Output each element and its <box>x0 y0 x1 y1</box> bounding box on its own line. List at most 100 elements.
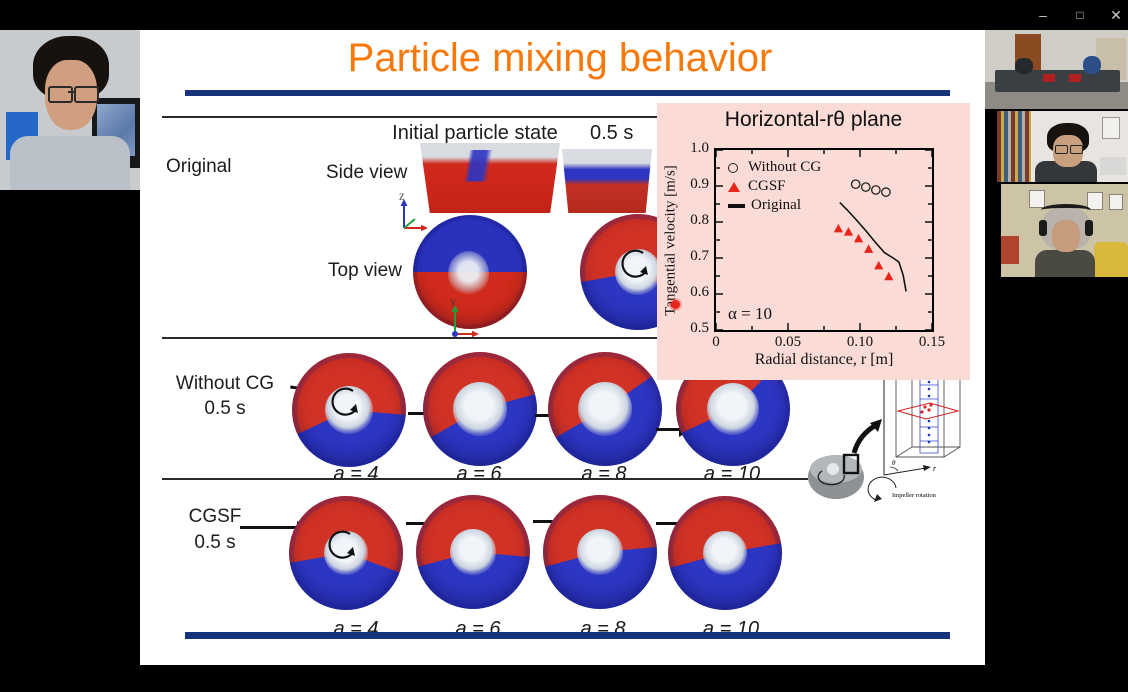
bottom-bar <box>185 632 950 639</box>
legend-label: Original <box>751 197 801 213</box>
glasses-bridge <box>68 91 75 93</box>
without-cg-label: Without CG <box>175 373 275 394</box>
top-view-label: Top view <box>328 260 402 281</box>
chart-xlabel: Radial distance, r [m] <box>754 351 894 368</box>
xyz-axis-icon-side: Z <box>399 192 428 232</box>
top-view-initial-image <box>413 215 527 329</box>
picture-frame <box>1109 194 1123 210</box>
cgsf-label: CGSF <box>188 506 242 527</box>
chart-title: Horizontal-rθ plane <box>724 108 903 131</box>
laser-pointer-dot <box>671 300 680 309</box>
xyz-axis-icon-top: Y <box>450 298 479 338</box>
separator-line-1 <box>162 116 808 118</box>
triangle-marker-icon <box>728 181 740 192</box>
initial-state-label: Initial particle state <box>392 122 558 144</box>
alpha-annotation: α = 10 <box>728 304 772 323</box>
red-chair <box>1001 236 1019 264</box>
svg-text:θ: θ <box>892 459 896 467</box>
glasses-left-lens <box>1055 145 1068 154</box>
x-tick-label: 0 <box>712 334 720 350</box>
mixing-image-cgsf-a10 <box>668 496 782 610</box>
case-label: a = 8 <box>581 463 627 485</box>
legend-row: CGSF <box>728 177 821 196</box>
legend-row: Original <box>728 196 821 215</box>
time-header-label: 0.5 s <box>590 122 634 144</box>
red-sign <box>1069 74 1081 82</box>
mixing-image-cgsf-a8 <box>543 495 657 609</box>
bookshelf <box>997 111 1031 182</box>
original-row-label: Original <box>166 156 232 177</box>
picture-frame <box>1029 190 1045 208</box>
participant-figure <box>1015 58 1033 74</box>
participant-video-1[interactable] <box>985 30 1128 109</box>
headphone-left-cup <box>1039 220 1047 236</box>
chart-plot-area: Without CG CGSF Original α = 10 <box>714 148 934 332</box>
participant-video-3[interactable] <box>1001 184 1128 277</box>
svg-text:r: r <box>933 464 937 473</box>
mixing-image-withoutcg-a8 <box>548 352 662 466</box>
svg-text:Z: Z <box>399 192 405 202</box>
printer <box>1100 157 1126 175</box>
yellow-couch <box>1094 242 1128 277</box>
y-tick-label: 0.9 <box>690 176 709 192</box>
y-tick-label: 0.8 <box>690 212 709 228</box>
y-tick-label: 0.6 <box>690 284 709 300</box>
shared-slide: Particle mixing behavior Initial particl… <box>140 30 985 665</box>
presenter-video[interactable] <box>0 30 140 190</box>
arrow-right-icon <box>240 520 308 535</box>
chart-legend: Without CG CGSF Original <box>728 158 821 215</box>
mixing-image-cgsf-a4 <box>289 496 403 610</box>
side-view-05s-image <box>562 149 652 213</box>
rotation-arrow-icon <box>331 387 358 416</box>
wall-poster <box>1102 117 1120 139</box>
maximize-icon[interactable]: □ <box>1076 8 1084 22</box>
rotation-arrow-icon <box>621 249 648 278</box>
red-sign <box>1043 74 1055 82</box>
mixing-image-withoutcg-a4 <box>292 353 406 467</box>
close-icon[interactable]: ✕ <box>1110 7 1122 23</box>
meeting-desk <box>995 70 1120 92</box>
case-label: a = 4 <box>333 463 379 485</box>
chart-canvas <box>715 149 933 331</box>
legend-row: Without CG <box>728 158 821 177</box>
presenter-shirt <box>10 136 130 190</box>
case-label: a = 10 <box>703 463 761 485</box>
slide-title: Particle mixing behavior <box>347 36 773 80</box>
legend-label: CGSF <box>748 178 786 194</box>
y-tick-label: 1.0 <box>690 140 709 156</box>
cgsf-time-label: 0.5 s <box>194 532 236 553</box>
window-titlebar: – □ ✕ <box>0 0 1128 30</box>
chart-inset: Horizontal-rθ plane Tangential velocity … <box>657 103 970 380</box>
participant-shirt <box>1035 161 1097 182</box>
x-tick-label: 0.15 <box>918 334 946 350</box>
participant-figure <box>1083 56 1101 74</box>
chart-ylabel: Tangential velocity [m/s] <box>662 165 679 316</box>
arrow-right-icon <box>656 422 690 437</box>
separator-line-3 <box>162 478 808 480</box>
side-view-initial-image <box>420 143 560 213</box>
participant-face <box>1053 135 1083 167</box>
mixing-image-cgsf-a6 <box>416 495 530 609</box>
participant-shirt <box>1035 250 1095 277</box>
x-tick-label: 0.10 <box>846 334 874 350</box>
glasses-right-lens <box>1070 145 1083 154</box>
svg-text:Impeller rotation: Impeller rotation <box>892 492 937 499</box>
glasses-right-lens <box>74 86 99 103</box>
without-cg-time-label: 0.5 s <box>204 398 246 419</box>
y-tick-label: 0.5 <box>690 320 709 336</box>
headphone-band <box>1041 204 1091 216</box>
line-marker-icon <box>728 203 745 208</box>
participant-video-2[interactable] <box>997 111 1128 182</box>
glasses-left-lens <box>48 86 73 103</box>
legend-label: Without CG <box>748 159 822 175</box>
headphone-right-cup <box>1085 220 1093 236</box>
picture-frame <box>1087 192 1103 210</box>
x-tick-label: 0.05 <box>774 334 802 350</box>
rotation-arrow-icon <box>328 530 355 559</box>
svg-text:Y: Y <box>450 298 457 308</box>
mixing-image-withoutcg-a6 <box>423 352 537 466</box>
side-view-label: Side view <box>326 162 408 183</box>
minimize-icon[interactable]: – <box>1039 7 1047 23</box>
title-underline <box>185 90 950 96</box>
case-label: a = 6 <box>456 463 502 485</box>
